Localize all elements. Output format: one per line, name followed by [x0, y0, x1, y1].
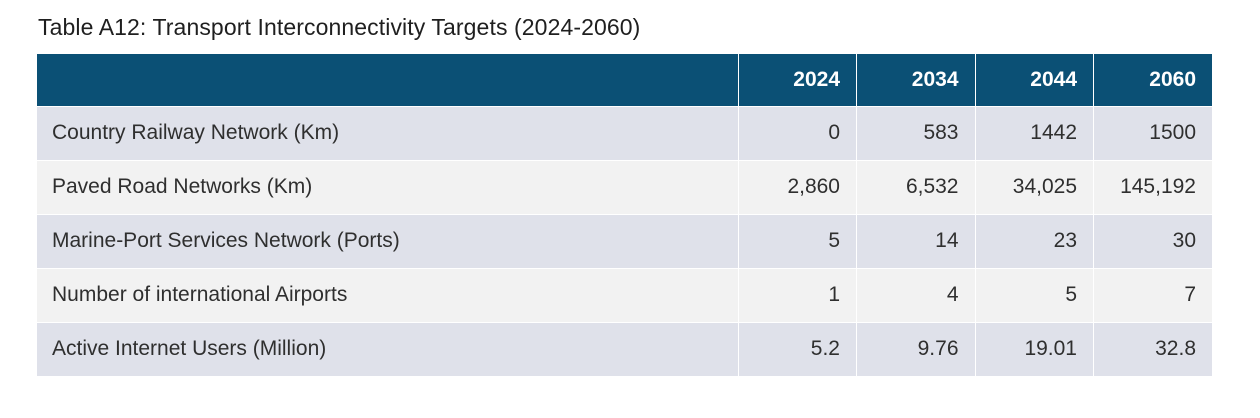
table-cell: 32.8	[1093, 321, 1212, 376]
table-cell: 1500	[1093, 105, 1212, 160]
table-cell: 30	[1093, 213, 1212, 268]
table-row: Number of international Airports 1 4 5 7	[37, 267, 1212, 322]
table-cell: 7	[1093, 267, 1212, 322]
table-cell: 5	[974, 267, 1094, 322]
row-label: Number of international Airports	[37, 267, 738, 322]
header-year-2034: 2034	[856, 54, 975, 106]
row-label: Marine-Port Services Network (Ports)	[37, 213, 738, 268]
header-corner-cell	[37, 54, 738, 106]
table-cell: 14	[856, 213, 975, 268]
header-year-2024: 2024	[737, 54, 857, 106]
row-label: Country Railway Network (Km)	[37, 105, 738, 160]
table-cell: 0	[737, 105, 857, 160]
row-label: Paved Road Networks (Km)	[37, 159, 738, 214]
table-cell: 34,025	[974, 159, 1094, 214]
table-cell: 145,192	[1093, 159, 1212, 214]
table-cell: 19.01	[974, 321, 1094, 376]
table-row: Country Railway Network (Km) 0 583 1442 …	[37, 105, 1212, 160]
table-row: Marine-Port Services Network (Ports) 5 1…	[37, 213, 1212, 268]
table-cell: 4	[856, 267, 975, 322]
row-label: Active Internet Users (Million)	[37, 321, 738, 376]
table-cell: 1442	[974, 105, 1094, 160]
table-row: Paved Road Networks (Km) 2,860 6,532 34,…	[37, 159, 1212, 214]
table-cell: 9.76	[856, 321, 975, 376]
transport-targets-table: 2024 2034 2044 2060 Country Railway Netw…	[37, 54, 1212, 376]
header-year-2060: 2060	[1093, 54, 1212, 106]
table-cell: 6,532	[856, 159, 975, 214]
table-cell: 5	[737, 213, 857, 268]
table-cell: 1	[737, 267, 857, 322]
table-cell: 5.2	[737, 321, 857, 376]
header-year-2044: 2044	[974, 54, 1094, 106]
table-cell: 2,860	[737, 159, 857, 214]
table-cell: 23	[974, 213, 1094, 268]
table-cell: 583	[856, 105, 975, 160]
table-row: Active Internet Users (Million) 5.2 9.76…	[37, 321, 1212, 376]
table-header-row: 2024 2034 2044 2060	[37, 54, 1212, 106]
table-caption: Table A12: Transport Interconnectivity T…	[38, 14, 641, 40]
